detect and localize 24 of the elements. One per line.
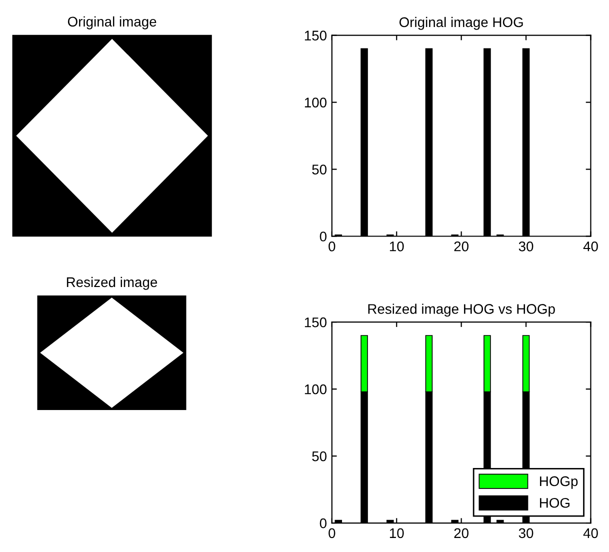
y-tick-label: 150 [304, 30, 327, 40]
y-tick-label: 0 [320, 518, 326, 528]
x-tick-label: 40 [583, 528, 598, 538]
x-tick-label: 0 [328, 241, 336, 252]
chart-title: Resized image HOG vs HOGp [368, 304, 555, 317]
x-tick-label: 10 [390, 241, 404, 252]
y-tick-label: 50 [312, 451, 326, 462]
legend-label: HOG [540, 498, 570, 508]
x-tick-label: 30 [518, 528, 534, 538]
text: Original image [68, 16, 156, 30]
y-tick-label: 100 [304, 98, 327, 108]
x-tick-label: 10 [390, 528, 404, 538]
y-tick-label: 100 [304, 384, 327, 394]
x-tick-label: 20 [454, 528, 468, 538]
text: Resized image [66, 276, 158, 290]
x-tick-label: 30 [518, 241, 534, 252]
y-tick-label: 0 [320, 232, 326, 242]
y-tick-label: 150 [304, 317, 327, 328]
chart-title: Original image HOG [399, 16, 523, 30]
x-tick-label: 40 [583, 241, 598, 252]
y-tick-label: 50 [312, 164, 326, 174]
x-tick-label: 0 [328, 528, 336, 538]
x-tick-label: 20 [454, 241, 468, 252]
legend-label: HOGp [540, 476, 578, 489]
